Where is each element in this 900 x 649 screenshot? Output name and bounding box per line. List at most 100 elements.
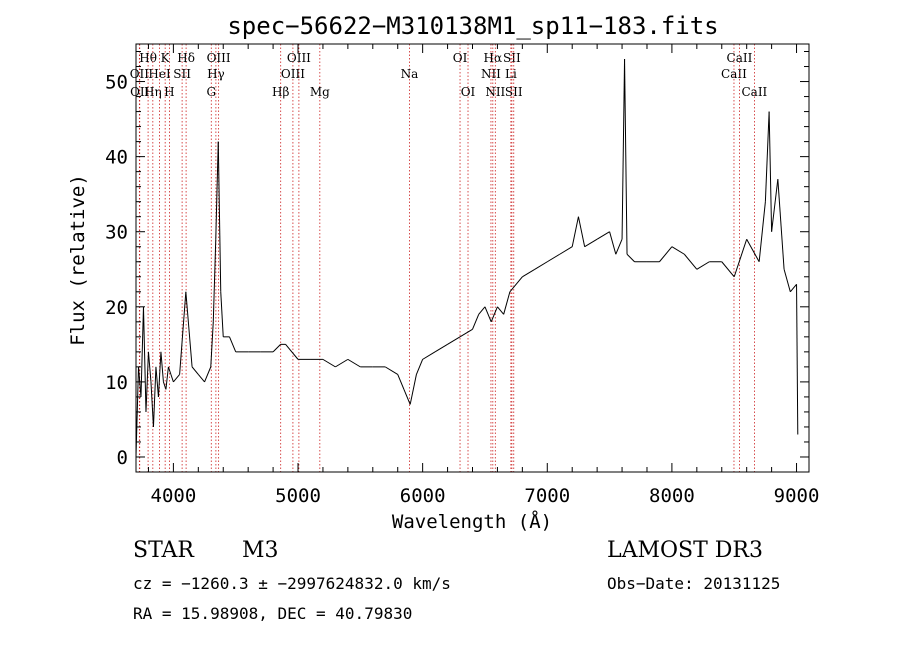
flux-segment: [497, 306, 505, 315]
flux-segment: [484, 306, 492, 323]
y-tick-label: 0: [117, 447, 128, 469]
flux-segment: [415, 359, 424, 375]
x-tick-label: 9000: [774, 485, 820, 507]
line-label: Na: [401, 67, 419, 81]
flux-segment: [229, 336, 237, 353]
line-label: OIII: [281, 67, 305, 81]
y-tick-label: 50: [105, 72, 128, 94]
object-class: STAR: [133, 538, 194, 563]
flux-segment: [197, 374, 205, 383]
flux-segment: [733, 239, 748, 277]
flux-segment: [162, 381, 167, 390]
flux-segment: [490, 306, 498, 323]
flux-segment: [746, 238, 760, 262]
line-label: Hγ: [207, 67, 225, 81]
x-tick-label: 8000: [649, 485, 695, 507]
flux-segment: [217, 141, 222, 292]
flux-segment: [409, 374, 417, 405]
flux-segment: [472, 314, 480, 330]
line-label: G: [206, 85, 216, 99]
x-axis-label: Wavelength (Å): [392, 510, 552, 533]
y-tick-label: 30: [105, 222, 128, 244]
flux-segment: [152, 366, 157, 427]
line-label: Hη: [144, 85, 162, 99]
flux-segment: [173, 374, 181, 383]
coordinates: RA = 15.98908, DEC = 40.79830: [133, 604, 413, 623]
line-label: Hβ: [272, 85, 289, 99]
flux-segment: [534, 261, 548, 270]
survey-name: LAMOST DR3: [607, 538, 763, 563]
flux-segment: [322, 358, 336, 368]
flux-segment: [768, 111, 773, 232]
line-label: Mg: [310, 85, 330, 99]
flux-segment: [150, 381, 154, 427]
flux-segment: [397, 374, 405, 390]
flux-segment: [459, 328, 473, 338]
x-tick-label: 6000: [400, 485, 446, 507]
line-label: NII: [485, 85, 505, 99]
flux-segment: [509, 276, 523, 293]
flux-segment: [210, 321, 214, 367]
flux-segment: [157, 351, 162, 397]
flux-segment: [212, 239, 217, 322]
line-label: Hδ: [177, 51, 195, 65]
line-label: HeI: [148, 67, 171, 81]
flux-segment: [615, 239, 623, 255]
flux-segment: [596, 231, 610, 240]
flux-segment: [272, 343, 281, 353]
flux-segment: [147, 351, 152, 382]
line-label: SII: [173, 67, 191, 81]
y-tick-label: 20: [105, 297, 128, 319]
flux-segment: [142, 306, 147, 412]
flux-segment: [145, 351, 149, 412]
line-label: SII: [505, 85, 523, 99]
flux-segment: [758, 201, 766, 262]
flux-segment: [447, 336, 461, 345]
line-label: Hθ: [139, 51, 157, 65]
flux-segment: [559, 246, 573, 255]
spectral-line-markers: HθOIIOIIHηHeIKHSIIHδGHγOIIIHβOIIIOIIIMgN…: [130, 44, 768, 472]
flux-segment: [285, 344, 299, 360]
flux-segment: [385, 366, 398, 375]
flux-segment: [403, 389, 411, 405]
line-label: H: [164, 85, 174, 99]
flux-segment: [167, 366, 172, 375]
flux-segment: [696, 261, 710, 270]
line-label: CaII: [727, 51, 753, 65]
object-subclass: M3: [242, 538, 279, 563]
flux-segment: [179, 291, 187, 375]
flux-segment: [584, 238, 598, 248]
flux-segment: [764, 111, 770, 202]
flux-segment: [170, 374, 174, 383]
line-label: CaII: [721, 67, 747, 81]
flux-segment: [503, 291, 511, 315]
y-tick-label: 10: [105, 372, 128, 394]
chart-title: spec−56622−M310138M1_sp11−183.fits: [227, 12, 718, 40]
flux-segment: [777, 179, 785, 270]
flux-segment: [571, 216, 579, 247]
flux-segment: [220, 291, 224, 337]
flux-segment: [155, 366, 159, 397]
x-tick-label: 7000: [524, 485, 570, 507]
flux-segment: [683, 253, 698, 270]
flux-segment: [771, 179, 779, 232]
line-label: NII: [481, 67, 501, 81]
line-label: Li: [505, 67, 517, 81]
flux-segment: [609, 231, 617, 255]
flux-segment: [422, 351, 436, 360]
flux-segment: [160, 351, 164, 382]
flux-segment: [624, 59, 628, 255]
y-tick-label: 40: [105, 147, 128, 169]
flux-segment: [789, 283, 797, 293]
redshift-line: cz = −1260.3 ± −2997624832.0 km/s: [133, 574, 451, 593]
plot-frame: [135, 43, 810, 473]
line-label: Hα: [484, 51, 503, 65]
flux-segment: [215, 141, 219, 240]
flux-segment: [165, 366, 169, 390]
y-axis: 0 10 20 30 40 50: [105, 51, 809, 469]
flux-segment: [621, 59, 626, 240]
x-tick-label: 5000: [275, 485, 321, 507]
flux-segment: [659, 246, 673, 263]
flux-segment: [577, 216, 586, 247]
